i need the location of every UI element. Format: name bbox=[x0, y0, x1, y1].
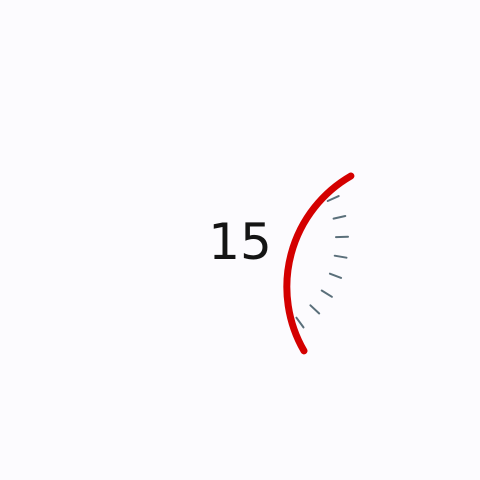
tick-mark bbox=[332, 215, 347, 220]
tick-mark bbox=[328, 272, 343, 279]
gauge-value: 15 bbox=[208, 213, 272, 271]
tick-mark bbox=[320, 289, 333, 298]
tick-mark bbox=[309, 304, 321, 315]
tick-mark bbox=[326, 195, 340, 202]
level-arc bbox=[283, 172, 355, 355]
tick-marks bbox=[295, 195, 349, 329]
tick-mark bbox=[295, 316, 305, 329]
tick-mark bbox=[333, 254, 348, 259]
